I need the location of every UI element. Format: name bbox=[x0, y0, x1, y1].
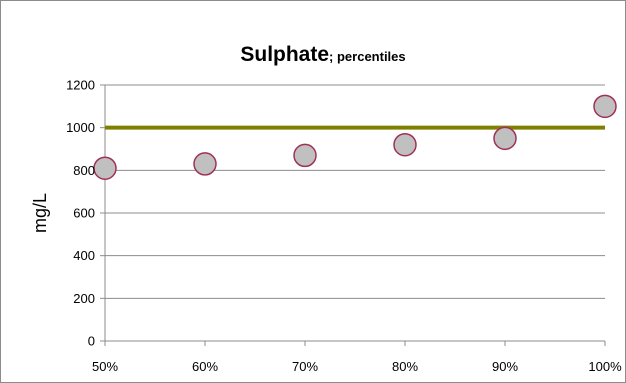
y-axis-title: mg/L bbox=[30, 193, 50, 233]
chart-title-main: Sulphate bbox=[240, 43, 329, 66]
data-point bbox=[593, 94, 617, 119]
data-point bbox=[293, 143, 317, 168]
y-tick-label: 0 bbox=[88, 334, 95, 349]
data-point bbox=[393, 132, 417, 157]
data-point bbox=[193, 152, 217, 176]
chart-title: Sulphate; percentiles bbox=[240, 43, 405, 66]
y-tick-labels: 0 200 400 600 800 1000 1200 bbox=[66, 78, 95, 349]
x-tick-label: 100% bbox=[588, 359, 622, 374]
x-tick-label: 60% bbox=[192, 359, 218, 374]
chart-title-sub: ; percentiles bbox=[329, 49, 406, 64]
x-tick-labels: 50% 60% 70% 80% 90% 100% bbox=[92, 359, 622, 374]
y-tick-label: 200 bbox=[73, 291, 95, 306]
data-points bbox=[93, 94, 617, 180]
x-tick-label: 50% bbox=[92, 359, 118, 374]
y-tick-label: 1000 bbox=[66, 120, 95, 135]
x-tick-label: 90% bbox=[492, 359, 518, 374]
y-tick-label: 400 bbox=[73, 248, 95, 263]
data-point bbox=[493, 126, 517, 151]
axes bbox=[100, 84, 606, 346]
y-tick-label: 1200 bbox=[66, 78, 95, 93]
gridlines bbox=[105, 84, 605, 299]
data-point bbox=[93, 156, 117, 180]
y-tick-label: 800 bbox=[73, 163, 95, 178]
x-tick-label: 80% bbox=[392, 359, 418, 374]
x-tick-label: 70% bbox=[292, 359, 318, 374]
y-tick-label: 600 bbox=[73, 206, 95, 221]
